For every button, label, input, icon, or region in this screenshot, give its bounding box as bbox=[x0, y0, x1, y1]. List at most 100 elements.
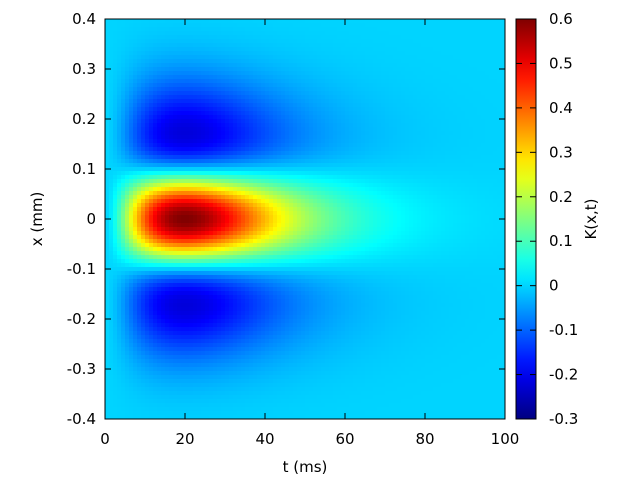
heatmap-cell bbox=[241, 415, 246, 420]
heatmap-cell bbox=[237, 107, 242, 112]
heatmap-cell bbox=[181, 211, 186, 216]
heatmap-cell bbox=[265, 91, 270, 96]
heatmap-cell bbox=[169, 407, 174, 412]
heatmap-cell bbox=[173, 31, 178, 36]
heatmap-cell bbox=[249, 135, 254, 140]
heatmap-cell bbox=[189, 39, 194, 44]
heatmap-cell bbox=[137, 395, 142, 400]
heatmap-cell bbox=[213, 123, 218, 128]
heatmap-cell bbox=[133, 415, 138, 420]
heatmap-cell bbox=[177, 71, 182, 76]
heatmap-cell bbox=[209, 139, 214, 144]
heatmap-cell bbox=[117, 367, 122, 372]
heatmap-cell bbox=[229, 123, 234, 128]
heatmap-cell bbox=[189, 203, 194, 208]
heatmap-cell bbox=[225, 203, 230, 208]
heatmap-cell bbox=[113, 311, 118, 316]
heatmap-cell bbox=[273, 371, 278, 376]
heatmap-cell bbox=[285, 123, 290, 128]
heatmap-cell bbox=[265, 171, 270, 176]
heatmap-cell bbox=[145, 123, 150, 128]
heatmap-cell bbox=[149, 23, 154, 28]
heatmap-cell bbox=[149, 379, 154, 384]
heatmap-cell bbox=[241, 27, 246, 32]
heatmap-cell bbox=[161, 327, 166, 332]
heatmap-cell bbox=[169, 135, 174, 140]
heatmap-cell bbox=[233, 235, 238, 240]
heatmap-cell bbox=[141, 343, 146, 348]
heatmap-cell bbox=[117, 247, 122, 252]
heatmap-cell bbox=[225, 407, 230, 412]
heatmap-cell bbox=[241, 299, 246, 304]
heatmap-cell bbox=[281, 407, 286, 412]
heatmap-cell bbox=[253, 359, 258, 364]
heatmap-cell bbox=[149, 295, 154, 300]
heatmap-cell bbox=[257, 331, 262, 336]
heatmap-cell bbox=[293, 195, 298, 200]
heatmap-cell bbox=[173, 199, 178, 204]
heatmap-cell bbox=[149, 27, 154, 32]
heatmap-cell bbox=[285, 295, 290, 300]
heatmap-cell bbox=[145, 299, 150, 304]
heatmap-cell bbox=[257, 319, 262, 324]
heatmap-cell bbox=[285, 403, 290, 408]
heatmap-cell bbox=[257, 207, 262, 212]
heatmap-cell bbox=[281, 79, 286, 84]
heatmap-cell bbox=[261, 267, 266, 272]
heatmap-cell bbox=[169, 103, 174, 108]
heatmap-cell bbox=[137, 295, 142, 300]
heatmap-cell bbox=[297, 139, 302, 144]
heatmap-cell bbox=[105, 395, 110, 400]
heatmap-cell bbox=[105, 263, 110, 268]
heatmap-cell bbox=[285, 395, 290, 400]
heatmap-cell bbox=[141, 91, 146, 96]
heatmap-cell bbox=[169, 375, 174, 380]
heatmap-cell bbox=[133, 143, 138, 148]
heatmap-cell bbox=[117, 163, 122, 168]
heatmap-cell bbox=[301, 187, 306, 192]
heatmap-cell bbox=[165, 63, 170, 68]
heatmap-cell bbox=[237, 71, 242, 76]
heatmap-cell bbox=[293, 319, 298, 324]
heatmap-cell bbox=[193, 95, 198, 100]
heatmap-cell bbox=[149, 407, 154, 412]
heatmap-cell bbox=[285, 263, 290, 268]
heatmap-cell bbox=[237, 383, 242, 388]
heatmap-cell bbox=[125, 379, 130, 384]
heatmap-cell bbox=[213, 71, 218, 76]
heatmap-cell bbox=[301, 167, 306, 172]
heatmap-cell bbox=[261, 347, 266, 352]
heatmap-cell bbox=[293, 371, 298, 376]
heatmap-cell bbox=[213, 127, 218, 132]
heatmap-cell bbox=[297, 399, 302, 404]
heatmap-cell bbox=[113, 67, 118, 72]
heatmap-cell bbox=[197, 215, 202, 220]
heatmap-cell bbox=[225, 355, 230, 360]
heatmap-cell bbox=[249, 347, 254, 352]
heatmap-cell bbox=[185, 351, 190, 356]
heatmap-cell bbox=[201, 151, 206, 156]
heatmap-cell bbox=[217, 35, 222, 40]
heatmap-cell bbox=[153, 135, 158, 140]
heatmap-cell bbox=[185, 155, 190, 160]
heatmap-cell bbox=[149, 167, 154, 172]
heatmap-cell bbox=[129, 103, 134, 108]
heatmap-cell bbox=[137, 123, 142, 128]
heatmap-cell bbox=[125, 231, 130, 236]
heatmap-cell bbox=[265, 147, 270, 152]
heatmap-cell bbox=[281, 323, 286, 328]
heatmap-cell bbox=[205, 235, 210, 240]
heatmap-cell bbox=[205, 351, 210, 356]
heatmap-cell bbox=[189, 371, 194, 376]
heatmap-cell bbox=[193, 119, 198, 124]
heatmap-cell bbox=[245, 327, 250, 332]
heatmap-cell bbox=[193, 363, 198, 368]
heatmap-cell bbox=[273, 243, 278, 248]
heatmap-cell bbox=[105, 319, 110, 324]
heatmap-cell bbox=[197, 299, 202, 304]
heatmap-cell bbox=[181, 111, 186, 116]
heatmap-cell bbox=[121, 179, 126, 184]
heatmap-cell bbox=[257, 411, 262, 416]
heatmap-cell bbox=[301, 43, 306, 48]
heatmap-cell bbox=[249, 143, 254, 148]
